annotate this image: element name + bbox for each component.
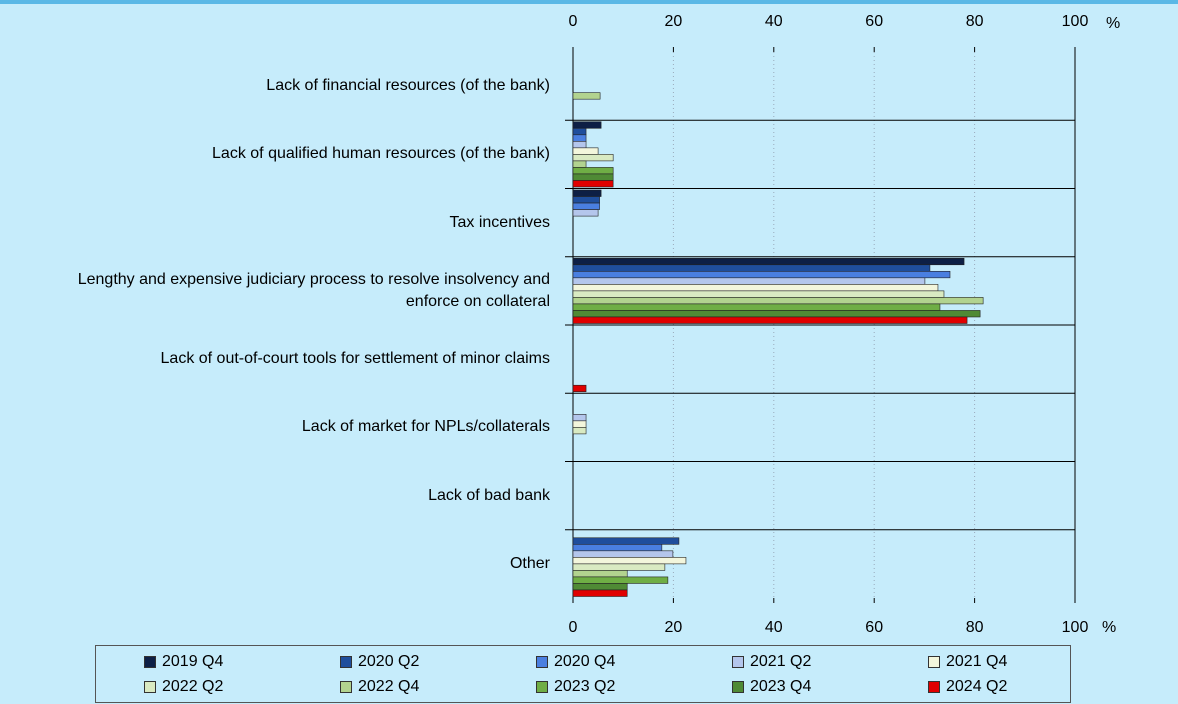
- bar: [572, 583, 628, 591]
- bar: [572, 92, 601, 100]
- bar: [572, 576, 669, 584]
- bar: [572, 543, 663, 552]
- legend-item: 2022 Q2: [144, 676, 223, 698]
- category-label: Tax incentives: [449, 213, 551, 231]
- legend-item: 2021 Q2: [732, 651, 811, 673]
- bar: [572, 570, 628, 578]
- legend-label: 2020 Q4: [554, 653, 616, 670]
- legend-item: 2020 Q4: [536, 651, 615, 673]
- unit-label: %: [1106, 15, 1120, 32]
- x-tick-label: 0: [569, 619, 578, 636]
- legend-item: 2023 Q2: [536, 676, 615, 698]
- bar: [572, 209, 599, 217]
- bar: [572, 316, 968, 324]
- bar: [572, 154, 614, 162]
- bar: [572, 141, 587, 149]
- legend-label: 2019 Q4: [162, 653, 224, 670]
- category-label: Lack of qualified human resources (of th…: [212, 145, 550, 163]
- bar: [572, 427, 587, 435]
- legend-label: 2022 Q4: [358, 678, 420, 695]
- bar: [572, 414, 587, 422]
- legend-item: 2019 Q4: [144, 651, 223, 673]
- bar: [572, 270, 951, 279]
- legend-swatch: [536, 656, 548, 668]
- legend: 2019 Q4 2020 Q2 2020 Q4 2021 Q2 2021 Q4 2022 …: [95, 645, 1071, 703]
- bar: [572, 537, 680, 545]
- bar: [572, 384, 587, 393]
- legend-label: 2021 Q4: [946, 653, 1008, 670]
- legend-item: 2023 Q4: [732, 676, 811, 698]
- bar: [572, 310, 981, 318]
- bar: [572, 589, 628, 597]
- legend-label: 2022 Q2: [162, 678, 224, 695]
- bar: [572, 180, 614, 188]
- category-label: Lengthy and expensive judiciary process …: [77, 270, 550, 310]
- bar: [572, 290, 945, 298]
- x-tick-label: 60: [865, 13, 883, 30]
- bar: [572, 121, 602, 129]
- legend-label: 2024 Q2: [946, 678, 1008, 695]
- x-tick-label: 100: [1062, 13, 1089, 30]
- x-tick-label: 60: [865, 619, 883, 636]
- legend-item: 2021 Q4: [928, 651, 1007, 673]
- legend-swatch: [928, 681, 940, 693]
- category-label: Lack of bad bank: [428, 486, 550, 504]
- top-strip: [0, 0, 1178, 4]
- unit-label: %: [1102, 619, 1116, 636]
- legend-label: 2020 Q2: [358, 653, 420, 670]
- legend-swatch: [144, 656, 156, 668]
- legend-swatch: [928, 656, 940, 668]
- category-label: Lack of out-of-court tools for settlemen…: [160, 350, 550, 368]
- bar: [572, 173, 614, 181]
- x-tick-label: 20: [665, 619, 683, 636]
- legend-label: 2021 Q2: [750, 653, 812, 670]
- bar: [572, 563, 666, 571]
- legend-item: 2022 Q4: [340, 676, 419, 698]
- x-tick-label: 100: [1062, 619, 1089, 636]
- x-tick-label: 40: [765, 619, 783, 636]
- bar: [572, 167, 614, 175]
- bar: [572, 284, 939, 292]
- bar: [572, 196, 600, 204]
- x-tick-label: 40: [765, 13, 783, 30]
- x-tick-label: 20: [665, 13, 683, 30]
- bar: [572, 160, 587, 168]
- bar: [572, 303, 941, 311]
- legend-swatch: [732, 681, 744, 693]
- bar: [572, 147, 599, 155]
- legend-item: 2024 Q2: [928, 676, 1007, 698]
- bar: [572, 189, 602, 197]
- bar: [572, 297, 984, 305]
- bar: [572, 420, 587, 428]
- bar: [572, 557, 687, 565]
- x-tick-label: 0: [569, 13, 578, 30]
- legend-item: 2020 Q2: [340, 651, 419, 673]
- legend-label: 2023 Q4: [750, 678, 812, 695]
- legend-swatch: [340, 656, 352, 668]
- bar: [572, 202, 600, 210]
- bar: [572, 257, 965, 266]
- category-label: Other: [509, 554, 550, 572]
- legend-swatch: [536, 681, 548, 693]
- legend-swatch: [144, 681, 156, 693]
- legend-swatch: [732, 656, 744, 668]
- bar: [572, 264, 931, 272]
- category-label: Lack of financial resources (of the bank…: [266, 77, 550, 95]
- bar: [572, 277, 926, 285]
- legend-swatch: [340, 681, 352, 693]
- bar: [572, 134, 587, 142]
- category-label: Lack of market for NPLs/collaterals: [301, 418, 550, 436]
- bar: [572, 550, 674, 558]
- x-tick-label: 80: [966, 13, 984, 30]
- bar: [572, 127, 587, 136]
- x-tick-label: 80: [966, 619, 984, 636]
- legend-label: 2023 Q2: [554, 678, 616, 695]
